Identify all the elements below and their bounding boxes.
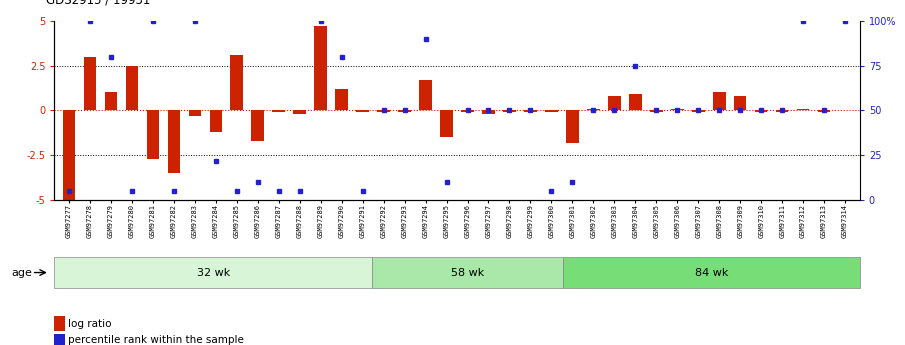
Bar [377,110,390,112]
Text: 32 wk: 32 wk [196,268,230,277]
Bar [440,110,452,137]
Text: log ratio: log ratio [68,319,111,328]
Bar [105,92,118,110]
Bar [357,110,369,112]
Bar [188,110,201,116]
Bar [524,110,537,112]
Text: age: age [12,268,33,277]
Text: 84 wk: 84 wk [695,268,728,277]
Bar [587,109,600,110]
Bar [126,66,138,110]
Bar [83,57,96,110]
Bar [231,55,243,110]
Bar [545,110,557,112]
Bar [272,110,285,112]
Bar [692,110,704,112]
Bar [336,89,348,110]
Bar [608,96,621,110]
Bar [293,110,306,114]
Bar [167,110,180,173]
Bar [503,110,516,112]
Bar [462,110,474,112]
Bar [62,110,75,200]
Text: percentile rank within the sample: percentile rank within the sample [68,335,243,345]
Bar [671,109,683,110]
Bar [314,26,327,110]
Bar [776,110,788,112]
Bar [567,110,578,143]
Bar [398,110,411,112]
Bar [629,94,642,110]
Text: 58 wk: 58 wk [451,268,484,277]
Bar [482,110,495,114]
Bar [210,110,222,132]
Bar [419,80,432,110]
Bar [755,110,767,112]
Bar [252,110,264,141]
Bar [734,96,747,110]
Text: GDS2915 / 19931: GDS2915 / 19931 [46,0,150,6]
Bar [650,110,662,112]
Bar [818,110,831,112]
Bar [713,92,726,110]
Bar [147,110,159,159]
Bar [796,109,809,110]
